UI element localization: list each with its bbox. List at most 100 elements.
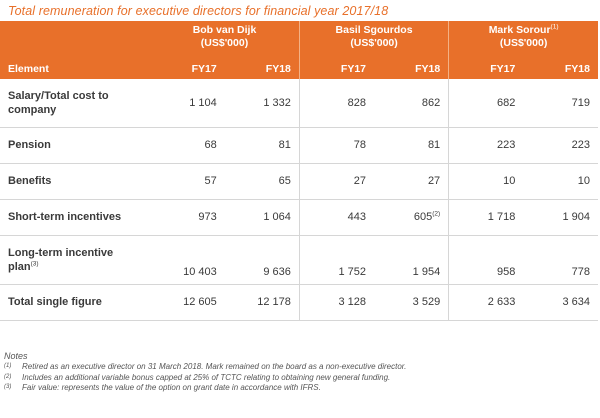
value-text: 1 718 [487, 211, 516, 223]
note-item: (1) Retired as an executive director on 3… [4, 362, 598, 373]
value-cell: 1 752 [298, 235, 375, 285]
value-text: 958 [496, 265, 516, 278]
value-text: 12 178 [257, 296, 291, 308]
element-text: Short-term incentives [8, 211, 122, 223]
year-header: FY18 [224, 55, 300, 79]
note-marker: (1) [4, 363, 12, 369]
value-text: 27 [353, 175, 367, 187]
value-cell: 3 529 [374, 284, 449, 321]
value-text: 1 104 [189, 96, 217, 109]
row-element-label: Short-term incentives [0, 199, 151, 236]
director-name: Basil Sgourdos [335, 24, 413, 36]
element-text: Pension [8, 139, 51, 151]
value-text: 443 [347, 211, 367, 223]
value-text: 65 [278, 175, 291, 187]
table-row: Benefits 57 65 27 27 10 10 [0, 163, 598, 200]
value-text: 10 403 [183, 265, 217, 278]
value-text: 682 [496, 96, 516, 109]
note-item: (2) Includes an additional variable bonus… [4, 373, 598, 384]
element-text: Benefits [8, 175, 52, 187]
value-cell: 27 [374, 163, 449, 200]
value-text: 81 [427, 139, 441, 151]
value-cell: 81 [224, 127, 300, 164]
director-header-3: Mark Sorour(1) (US$'000) [448, 21, 598, 55]
value-cell: 1 718 [448, 199, 524, 236]
value-cell: 78 [298, 127, 375, 164]
value-text: 1 752 [338, 265, 367, 278]
year-header: FY17 [150, 55, 225, 79]
value-text: 3 634 [562, 296, 590, 308]
director-unit: (US$'000) [499, 37, 548, 49]
note-text: Retired as an executive director on 31 M… [22, 362, 407, 371]
value-cell: 828 [298, 79, 375, 128]
director-header-2: Basil Sgourdos (US$'000) [299, 21, 450, 55]
element-text: Salary/Total cost to company [8, 89, 109, 116]
value-cell: 57 [150, 163, 225, 200]
value-text: 81 [278, 139, 291, 151]
value-cell: 65 [224, 163, 300, 200]
header-blank-cell [0, 21, 151, 55]
value-cell: 719 [523, 79, 598, 128]
row-element-label: Salary/Total cost to company [0, 79, 151, 128]
value-text: 78 [353, 139, 367, 151]
table-header: Bob van Dijk (US$'000) Basil Sgourdos (U… [0, 21, 598, 79]
value-cell: 1 332 [224, 79, 300, 128]
value-cell: 12 178 [224, 284, 300, 321]
row-element-label: Long-term incentive plan(3) [0, 235, 151, 285]
row-element-label: Pension [0, 127, 151, 164]
element-column-header: Element [0, 55, 151, 79]
value-note-marker: (2) [432, 210, 441, 218]
element-text: Long-term incentive plan [8, 246, 114, 273]
director-name: Mark Sorour [488, 24, 551, 36]
director-note-marker: (1) [550, 23, 559, 31]
value-text: 778 [571, 265, 590, 278]
table-row: Pension 68 81 78 81 223 223 [0, 127, 598, 164]
value-cell: 862 [374, 79, 449, 128]
notes-title: Notes [4, 351, 28, 361]
value-text: 828 [347, 96, 367, 109]
year-header: FY17 [299, 55, 375, 79]
director-name: Bob van Dijk [192, 24, 257, 36]
row-element-label: Benefits [0, 163, 151, 200]
value-cell: 973 [150, 199, 225, 236]
value-text: 57 [204, 175, 217, 187]
table-row: Long-term incentive plan(3) 10 403 9 636 1 … [0, 235, 598, 285]
value-text: 1 332 [263, 96, 291, 109]
note-item: (3) Fair value: represents the value of t… [4, 383, 598, 394]
value-cell: 443 [298, 199, 375, 236]
element-note-marker: (3) [30, 259, 39, 267]
value-cell: 605(2) [374, 199, 449, 236]
value-cell: 2 633 [448, 284, 524, 321]
value-cell: 81 [374, 127, 449, 164]
value-text: 605 [413, 211, 433, 223]
value-text: 3 529 [412, 296, 441, 308]
note-marker: (2) [4, 373, 12, 380]
value-text: 973 [198, 211, 217, 223]
value-cell: 1 954 [374, 235, 449, 285]
value-text: 1 954 [412, 265, 441, 278]
value-text: 9 636 [263, 265, 291, 278]
value-text: 2 633 [487, 296, 516, 308]
note-text: Fair value: represents the value of the … [22, 383, 321, 392]
table-title: Total remuneration for executive directo… [8, 4, 389, 18]
note-text: Includes an additional variable bonus ca… [22, 372, 391, 382]
value-cell: 27 [298, 163, 375, 200]
director-unit: (US$'000) [350, 37, 398, 49]
value-cell: 958 [448, 235, 524, 285]
table-row: Salary/Total cost to company 1 104 1 332 82… [0, 79, 598, 128]
table-row: Short-term incentives 973 1 064 443 605(2) 1 … [0, 199, 598, 236]
value-text: 223 [496, 139, 516, 151]
value-cell: 10 [523, 163, 598, 200]
value-cell: 68 [150, 127, 225, 164]
value-text: 10 [503, 175, 516, 187]
row-element-label: Total single figure [0, 284, 151, 321]
value-cell: 3 634 [523, 284, 598, 321]
value-cell: 10 403 [150, 235, 225, 285]
value-cell: 778 [523, 235, 598, 285]
value-cell: 223 [523, 127, 598, 164]
value-text: 862 [421, 96, 441, 109]
value-text: 719 [571, 96, 590, 109]
year-header: FY17 [448, 55, 524, 79]
value-cell: 12 605 [150, 284, 225, 321]
value-text: 68 [204, 139, 217, 151]
